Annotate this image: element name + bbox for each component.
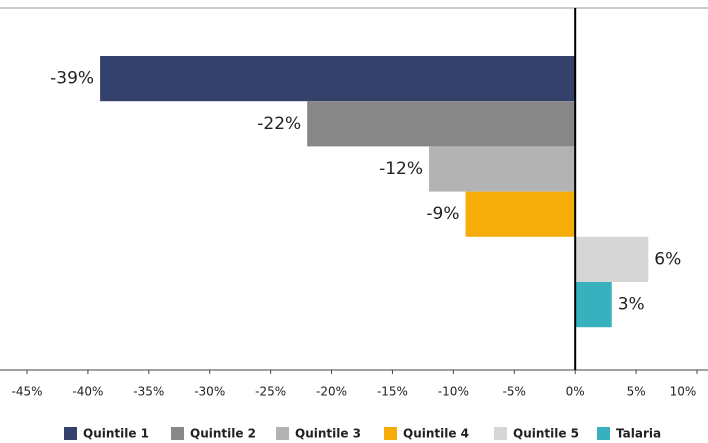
legend-swatch <box>171 427 184 440</box>
x-tick-label: -25% <box>255 385 286 399</box>
legend-label: Quintile 4 <box>403 427 469 441</box>
value-label: -22% <box>257 114 301 134</box>
value-label: 3% <box>618 295 645 315</box>
bar <box>100 56 576 102</box>
x-tick-label: -5% <box>503 385 526 399</box>
x-tick-label: 5% <box>627 385 646 399</box>
legend-label: Talaria <box>616 427 661 441</box>
legend-label: Quintile 1 <box>83 427 149 441</box>
value-label: -9% <box>426 204 459 224</box>
x-tick-label: -15% <box>377 385 408 399</box>
legend-swatch <box>597 427 610 440</box>
legend-label: Quintile 3 <box>295 427 361 441</box>
x-tick-label: -35% <box>133 385 164 399</box>
x-tick-label: -20% <box>316 385 347 399</box>
x-tick-label: 0% <box>566 385 585 399</box>
legend-swatch <box>494 427 507 440</box>
legend-label: Quintile 5 <box>513 427 579 441</box>
bar <box>429 146 576 192</box>
x-tick-label: 10% <box>670 385 697 399</box>
x-tick-label: -45% <box>11 385 42 399</box>
legend-swatch <box>384 427 397 440</box>
value-label: -12% <box>379 159 423 179</box>
x-tick-label: -40% <box>72 385 103 399</box>
legend-swatch <box>276 427 289 440</box>
x-tick-label: -30% <box>194 385 225 399</box>
legend-label: Quintile 2 <box>190 427 256 441</box>
bar <box>575 282 612 328</box>
legend-swatch <box>64 427 77 440</box>
value-label: -39% <box>50 69 94 89</box>
bar <box>465 191 576 237</box>
value-label: 6% <box>654 249 681 269</box>
bar <box>307 101 576 147</box>
bar <box>575 236 649 282</box>
x-tick-label: -10% <box>438 385 469 399</box>
